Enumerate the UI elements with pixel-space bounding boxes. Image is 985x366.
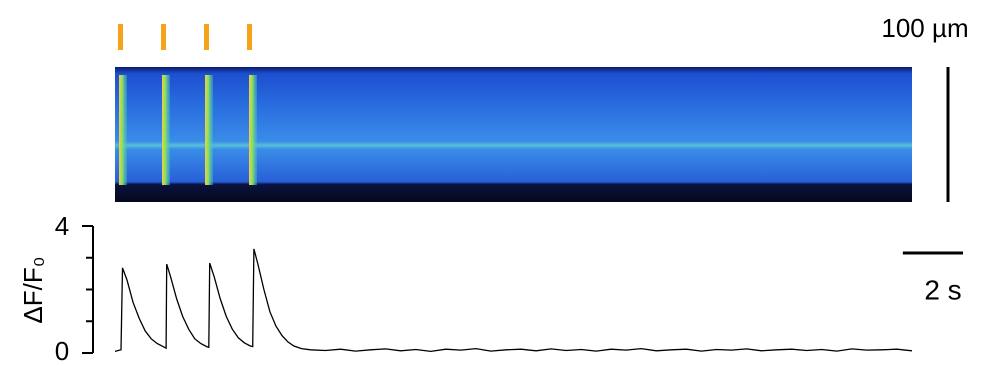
scale-bar-label: 2 s: [924, 274, 961, 305]
y-tick-label: 4: [55, 211, 69, 241]
scale-bar-label: 100 µm: [881, 13, 968, 43]
line-scan-image: [115, 67, 912, 202]
trace-line: [115, 249, 912, 352]
y-tick-label: 0: [55, 336, 69, 366]
figure: 4 0 ΔF/F₀ 100 µm 2 s: [0, 0, 985, 366]
stimulus-marks: [118, 24, 252, 50]
y-axis-label: ΔF/F₀: [18, 256, 48, 323]
